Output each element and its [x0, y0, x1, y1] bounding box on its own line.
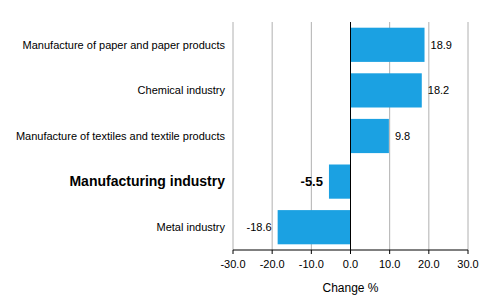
category-label: Manufacture of paper and paper products — [23, 39, 226, 51]
tick-label: -20.0 — [260, 258, 285, 270]
category-label: Metal industry — [157, 221, 226, 233]
data-label: 9.8 — [395, 130, 410, 142]
x-axis — [233, 250, 468, 251]
bar — [329, 165, 351, 199]
data-label: -18.6 — [247, 221, 272, 233]
bar — [351, 73, 422, 107]
category-label: Chemical industry — [138, 84, 226, 96]
grid-line — [468, 22, 469, 250]
tick-mark — [428, 250, 429, 254]
tick-mark — [311, 250, 312, 254]
bar — [351, 28, 425, 62]
tick-mark — [350, 250, 351, 254]
tick-label: 10.0 — [379, 258, 400, 270]
data-label: -5.5 — [301, 174, 323, 189]
bar — [351, 119, 389, 153]
category-label: Manufacture of textiles and textile prod… — [16, 130, 226, 142]
tick-label: 20.0 — [418, 258, 439, 270]
chart: -30.0 -20.0 -10.0 0.0 10.0 20.0 30.0 Manufactur… — [0, 0, 485, 300]
labels: Manufacture of paper and paper products 1… — [16, 39, 452, 233]
tick-mark — [233, 250, 234, 254]
tick-label: -30.0 — [220, 258, 245, 270]
tick-label: 30.0 — [457, 258, 478, 270]
grid-line — [428, 22, 429, 250]
bars — [278, 28, 425, 245]
grid-line — [272, 22, 273, 250]
grid-line — [233, 22, 234, 250]
x-axis-label: Change % — [322, 281, 378, 295]
tick-label: -10.0 — [299, 258, 324, 270]
tick-mark — [389, 250, 390, 254]
category-label: Manufacturing industry — [69, 173, 225, 189]
data-label: 18.9 — [431, 39, 452, 51]
grid-line — [350, 22, 351, 250]
zero-line — [350, 22, 351, 250]
tick-mark — [468, 250, 469, 254]
bar — [278, 210, 351, 244]
tick-label: 0.0 — [343, 258, 358, 270]
tick-mark — [272, 250, 273, 254]
data-label: 18.2 — [428, 84, 449, 96]
